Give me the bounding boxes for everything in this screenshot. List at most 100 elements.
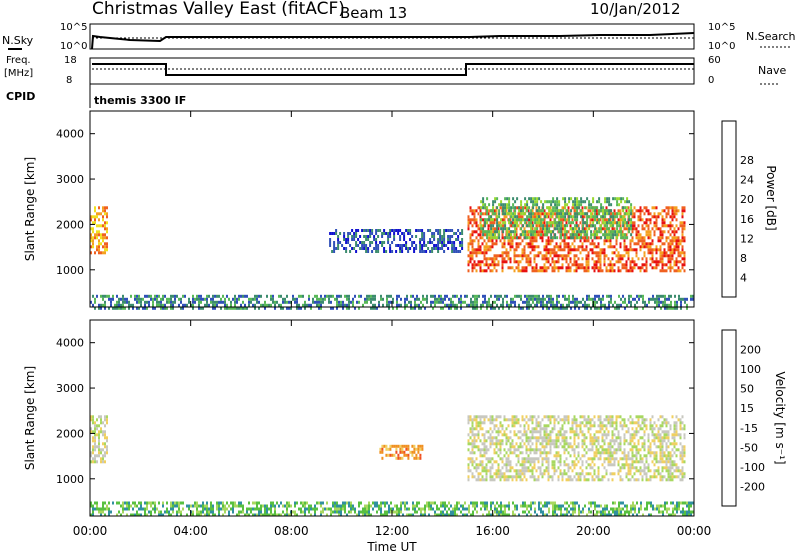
power-cell xyxy=(527,254,530,258)
velocity-cell xyxy=(549,418,552,422)
power-cell xyxy=(614,197,617,201)
power-cell xyxy=(489,248,492,252)
power-cell xyxy=(375,238,378,241)
velocity-cell xyxy=(92,457,94,461)
velocity-cell xyxy=(663,451,666,455)
power-cell xyxy=(542,294,544,298)
power-cell xyxy=(529,251,532,255)
figure-title: Christmas Valley East (fitACF) xyxy=(92,0,345,19)
power-cell xyxy=(491,221,494,225)
power-ytick-label: 2000 xyxy=(56,218,84,231)
power-cell xyxy=(487,239,490,243)
power-cell xyxy=(553,212,556,216)
velocity-cell xyxy=(535,457,538,461)
velocity-cell xyxy=(391,444,394,448)
velocity-cell xyxy=(573,415,576,419)
power-cell xyxy=(561,248,564,252)
velocity-cell xyxy=(623,454,626,458)
power-cell xyxy=(491,269,494,273)
power-cell xyxy=(514,206,517,210)
power-cell xyxy=(599,263,602,267)
velocity-cell xyxy=(92,439,94,443)
velocity-cell xyxy=(491,466,494,470)
power-cell xyxy=(466,294,468,298)
power-cell xyxy=(596,230,599,234)
power-cell xyxy=(549,242,552,246)
power-cell xyxy=(566,212,569,216)
velocity-cell xyxy=(601,433,604,437)
power-cell xyxy=(481,260,484,264)
power-cell xyxy=(296,303,298,307)
power-cell xyxy=(383,229,386,232)
power-cell xyxy=(494,236,497,240)
power-cell xyxy=(643,212,646,216)
power-cell xyxy=(542,203,545,207)
power-cell xyxy=(104,227,106,231)
velocity-cell xyxy=(621,463,624,467)
power-cell xyxy=(304,300,306,304)
power-cell xyxy=(172,294,174,298)
power-cell xyxy=(548,230,551,234)
power-cell xyxy=(458,300,460,304)
power-cell xyxy=(389,229,392,232)
power-cell xyxy=(258,306,260,310)
velocity-cell xyxy=(270,504,272,508)
power-cell xyxy=(601,269,604,273)
power-cell xyxy=(535,212,538,216)
velocity-cell xyxy=(483,478,486,482)
power-cell xyxy=(188,297,190,301)
power-cell xyxy=(535,254,538,258)
power-cell xyxy=(417,229,420,232)
power-cell xyxy=(212,306,214,310)
velocity-cell xyxy=(557,445,560,449)
velocity-cell xyxy=(240,510,242,514)
power-cell xyxy=(677,239,680,243)
power-cell xyxy=(446,294,448,298)
velocity-cell xyxy=(667,457,670,461)
power-cell xyxy=(639,245,642,249)
power-cell xyxy=(492,209,495,213)
power-cell xyxy=(460,294,462,298)
power-cell xyxy=(546,306,548,310)
velocity-cell xyxy=(559,442,562,446)
power-cell xyxy=(493,254,496,258)
velocity-cell xyxy=(471,427,474,431)
power-cell xyxy=(633,221,636,225)
power-cell xyxy=(651,206,654,210)
velocity-cell xyxy=(270,507,272,511)
power-cell xyxy=(607,245,610,249)
power-cell xyxy=(194,297,196,301)
power-cell xyxy=(345,247,348,250)
power-cell xyxy=(630,221,633,225)
velocity-cell xyxy=(545,430,548,434)
velocity-cell xyxy=(543,457,546,461)
power-cell xyxy=(617,266,620,270)
velocity-cell xyxy=(218,504,220,508)
power-cell xyxy=(455,247,458,250)
power-cell xyxy=(469,233,472,237)
velocity-cell xyxy=(601,448,604,452)
velocity-cell xyxy=(567,421,570,425)
power-cell xyxy=(585,257,588,261)
power-cell xyxy=(492,236,495,240)
velocity-cell xyxy=(222,501,224,505)
velocity-cell xyxy=(623,433,626,437)
power-cell xyxy=(439,238,442,241)
power-cell xyxy=(488,203,491,207)
power-cell xyxy=(553,269,556,273)
power-cell xyxy=(506,212,509,216)
velocity-cell xyxy=(601,451,604,455)
velocity-cell xyxy=(629,442,632,446)
power-cell xyxy=(665,263,668,267)
power-cell xyxy=(625,266,628,270)
power-cell xyxy=(541,239,544,243)
velocity-cell xyxy=(499,448,502,452)
velocity-cell xyxy=(617,442,620,446)
velocity-cell xyxy=(659,478,662,482)
velocity-cell xyxy=(104,507,106,511)
velocity-cell xyxy=(497,472,500,476)
power-cell xyxy=(539,215,542,219)
velocity-cell xyxy=(541,460,544,464)
power-cell xyxy=(331,250,334,253)
velocity-cell xyxy=(605,469,608,473)
